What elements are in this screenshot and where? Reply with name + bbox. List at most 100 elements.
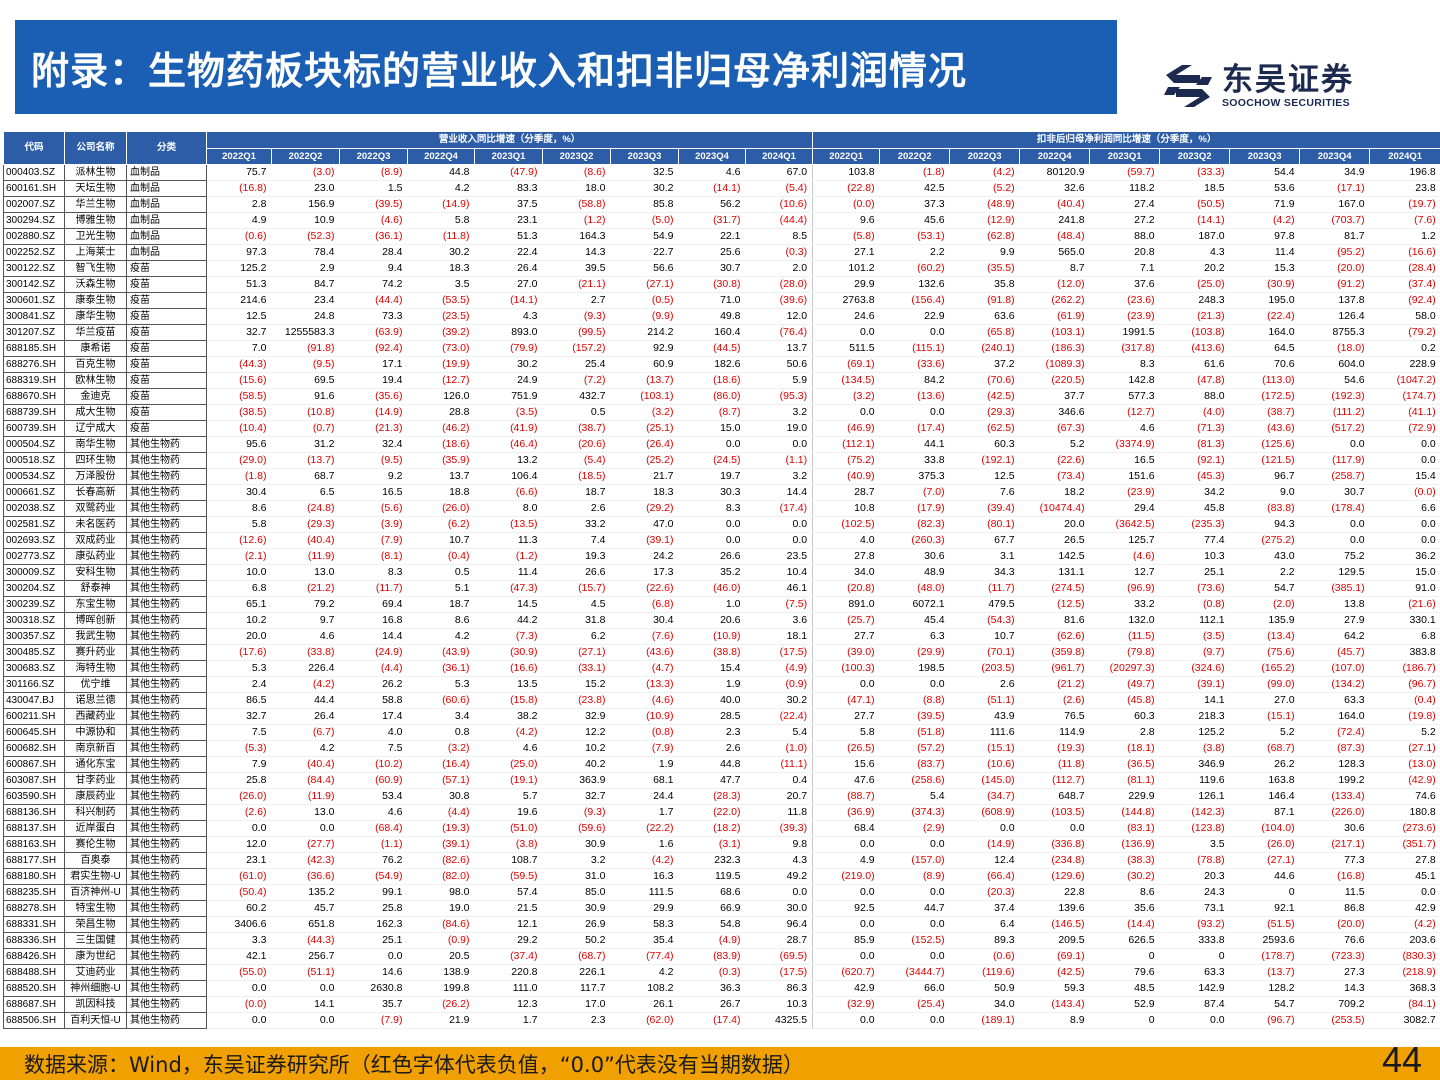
- profit-growth-cell: 114.9: [1020, 725, 1090, 741]
- profit-growth-cell: 42.5: [880, 181, 950, 197]
- profit-growth-cell: (186.7): [1370, 661, 1440, 677]
- revenue-growth-cell: 35.7: [340, 997, 408, 1013]
- profit-growth-cell: 92.1: [1230, 901, 1300, 917]
- revenue-growth-cell: 50.2: [543, 933, 611, 949]
- profit-growth-cell: (129.6): [1020, 869, 1090, 885]
- profit-growth-cell: 71.9: [1230, 197, 1300, 213]
- profit-growth-cell: 0.0: [1370, 885, 1440, 901]
- revenue-growth-cell: (35.9): [408, 453, 475, 469]
- profit-growth-cell: (66.4): [950, 869, 1020, 885]
- revenue-growth-cell: 25.6: [679, 245, 746, 261]
- revenue-growth-cell: 30.7: [679, 261, 746, 277]
- profit-growth-cell: (70.1): [950, 645, 1020, 661]
- revenue-growth-cell: (2.1): [207, 549, 272, 565]
- revenue-growth-cell: 16.5: [340, 485, 408, 501]
- profit-growth-cell: 33.2: [1090, 597, 1160, 613]
- revenue-growth-cell: 4.6: [475, 741, 543, 757]
- profit-growth-cell: (21.6): [1370, 597, 1440, 613]
- stock-code: 002581.SZ: [4, 517, 65, 533]
- profit-growth-cell: (37.4): [1370, 277, 1440, 293]
- profit-growth-cell: 50.9: [950, 981, 1020, 997]
- revenue-growth-cell: 20.7: [746, 789, 813, 805]
- profit-growth-cell: 126.4: [1300, 309, 1370, 325]
- company-name: 中源协和: [65, 725, 127, 741]
- revenue-growth-cell: 19.0: [408, 901, 475, 917]
- profit-growth-cell: 129.5: [1300, 565, 1370, 581]
- category: 其他生物药: [127, 597, 207, 613]
- profit-growth-cell: 45.8: [1160, 501, 1230, 517]
- profit-growth-cell: 375.3: [880, 469, 950, 485]
- revenue-growth-cell: 24.2: [611, 549, 679, 565]
- revenue-growth-cell: (57.1): [408, 773, 475, 789]
- profit-growth-cell: (0.0): [1370, 485, 1440, 501]
- revenue-growth-cell: (17.6): [207, 645, 272, 661]
- profit-growth-cell: 118.2: [1090, 181, 1160, 197]
- revenue-growth-cell: (0.5): [611, 293, 679, 309]
- profit-growth-cell: 20.8: [1090, 245, 1160, 261]
- profit-growth-cell: 30.6: [1300, 821, 1370, 837]
- revenue-growth-cell: (35.6): [340, 389, 408, 405]
- revenue-growth-cell: 0.5: [543, 405, 611, 421]
- profit-growth-cell: (51.5): [1230, 917, 1300, 933]
- revenue-growth-cell: (1.2): [543, 213, 611, 229]
- revenue-growth-cell: (12.7): [408, 373, 475, 389]
- revenue-growth-cell: 4.5: [543, 597, 611, 613]
- revenue-growth-cell: 125.2: [207, 261, 272, 277]
- revenue-growth-cell: 2.4: [207, 677, 272, 693]
- revenue-growth-cell: 68.1: [611, 773, 679, 789]
- profit-growth-cell: 0: [1160, 949, 1230, 965]
- profit-growth-cell: (22.6): [1020, 453, 1090, 469]
- profit-growth-cell: 34.0: [813, 565, 880, 581]
- profit-growth-cell: 9.0: [1230, 485, 1300, 501]
- revenue-growth-cell: (58.8): [543, 197, 611, 213]
- revenue-growth-cell: (3.1): [679, 837, 746, 853]
- stock-code: 300485.SZ: [4, 645, 65, 661]
- profit-growth-cell: (50.5): [1160, 197, 1230, 213]
- revenue-growth-cell: 119.5: [679, 869, 746, 885]
- revenue-growth-cell: 5.3: [408, 677, 475, 693]
- revenue-growth-cell: (5.0): [611, 213, 679, 229]
- profit-growth-cell: 709.2: [1300, 997, 1370, 1013]
- revenue-growth-cell: 10.0: [207, 565, 272, 581]
- revenue-growth-cell: (36.6): [272, 869, 340, 885]
- revenue-growth-cell: (15.6): [207, 373, 272, 389]
- company-name: 智飞生物: [65, 261, 127, 277]
- company-name: 康泰生物: [65, 293, 127, 309]
- revenue-growth-cell: 5.9: [746, 373, 813, 389]
- revenue-growth-cell: (1.0): [746, 741, 813, 757]
- revenue-growth-cell: (9.3): [543, 805, 611, 821]
- revenue-growth-cell: 26.6: [679, 549, 746, 565]
- company-name: 成大生物: [65, 405, 127, 421]
- profit-growth-cell: (12.7): [1090, 405, 1160, 421]
- revenue-growth-cell: 98.0: [408, 885, 475, 901]
- revenue-growth-cell: 17.3: [611, 565, 679, 581]
- profit-growth-cell: (260.3): [880, 533, 950, 549]
- revenue-growth-cell: 30.8: [408, 789, 475, 805]
- revenue-growth-cell: (77.4): [611, 949, 679, 965]
- category: 疫苗: [127, 309, 207, 325]
- revenue-growth-cell: 54.9: [611, 229, 679, 245]
- revenue-growth-cell: 66.9: [679, 901, 746, 917]
- revenue-growth-cell: 13.5: [475, 677, 543, 693]
- revenue-growth-cell: 12.0: [207, 837, 272, 853]
- revenue-growth-cell: 15.4: [679, 661, 746, 677]
- revenue-growth-cell: 26.7: [679, 997, 746, 1013]
- profit-growth-cell: (0.8): [1160, 597, 1230, 613]
- profit-growth-cell: (11.7): [950, 581, 1020, 597]
- revenue-growth-cell: 30.9: [543, 901, 611, 917]
- profit-growth-cell: 648.7: [1020, 789, 1090, 805]
- revenue-growth-cell: (6.2): [408, 517, 475, 533]
- revenue-growth-cell: 1.9: [679, 677, 746, 693]
- profit-growth-cell: (81.1): [1090, 773, 1160, 789]
- profit-growth-cell: 6.4: [950, 917, 1020, 933]
- profit-growth-cell: (703.7): [1300, 213, 1370, 229]
- revenue-growth-cell: (15.7): [543, 581, 611, 597]
- revenue-growth-cell: 17.1: [340, 357, 408, 373]
- header-revenue-group: 营业收入同比增速（分季度，%）: [207, 132, 813, 149]
- profit-growth-cell: (41.1): [1370, 405, 1440, 421]
- revenue-growth-cell: (18.5): [543, 469, 611, 485]
- profit-growth-cell: 30.6: [880, 549, 950, 565]
- profit-growth-cell: (146.5): [1020, 917, 1090, 933]
